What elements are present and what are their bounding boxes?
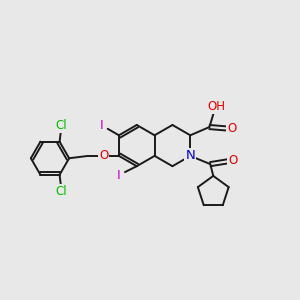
Text: I: I	[100, 119, 104, 132]
Text: O: O	[99, 149, 108, 162]
Text: O: O	[227, 122, 236, 135]
Text: Cl: Cl	[55, 184, 67, 197]
Text: OH: OH	[208, 100, 226, 113]
Text: O: O	[228, 154, 238, 167]
Text: I: I	[117, 169, 121, 182]
Text: Cl: Cl	[55, 119, 67, 132]
Text: N: N	[185, 149, 195, 162]
